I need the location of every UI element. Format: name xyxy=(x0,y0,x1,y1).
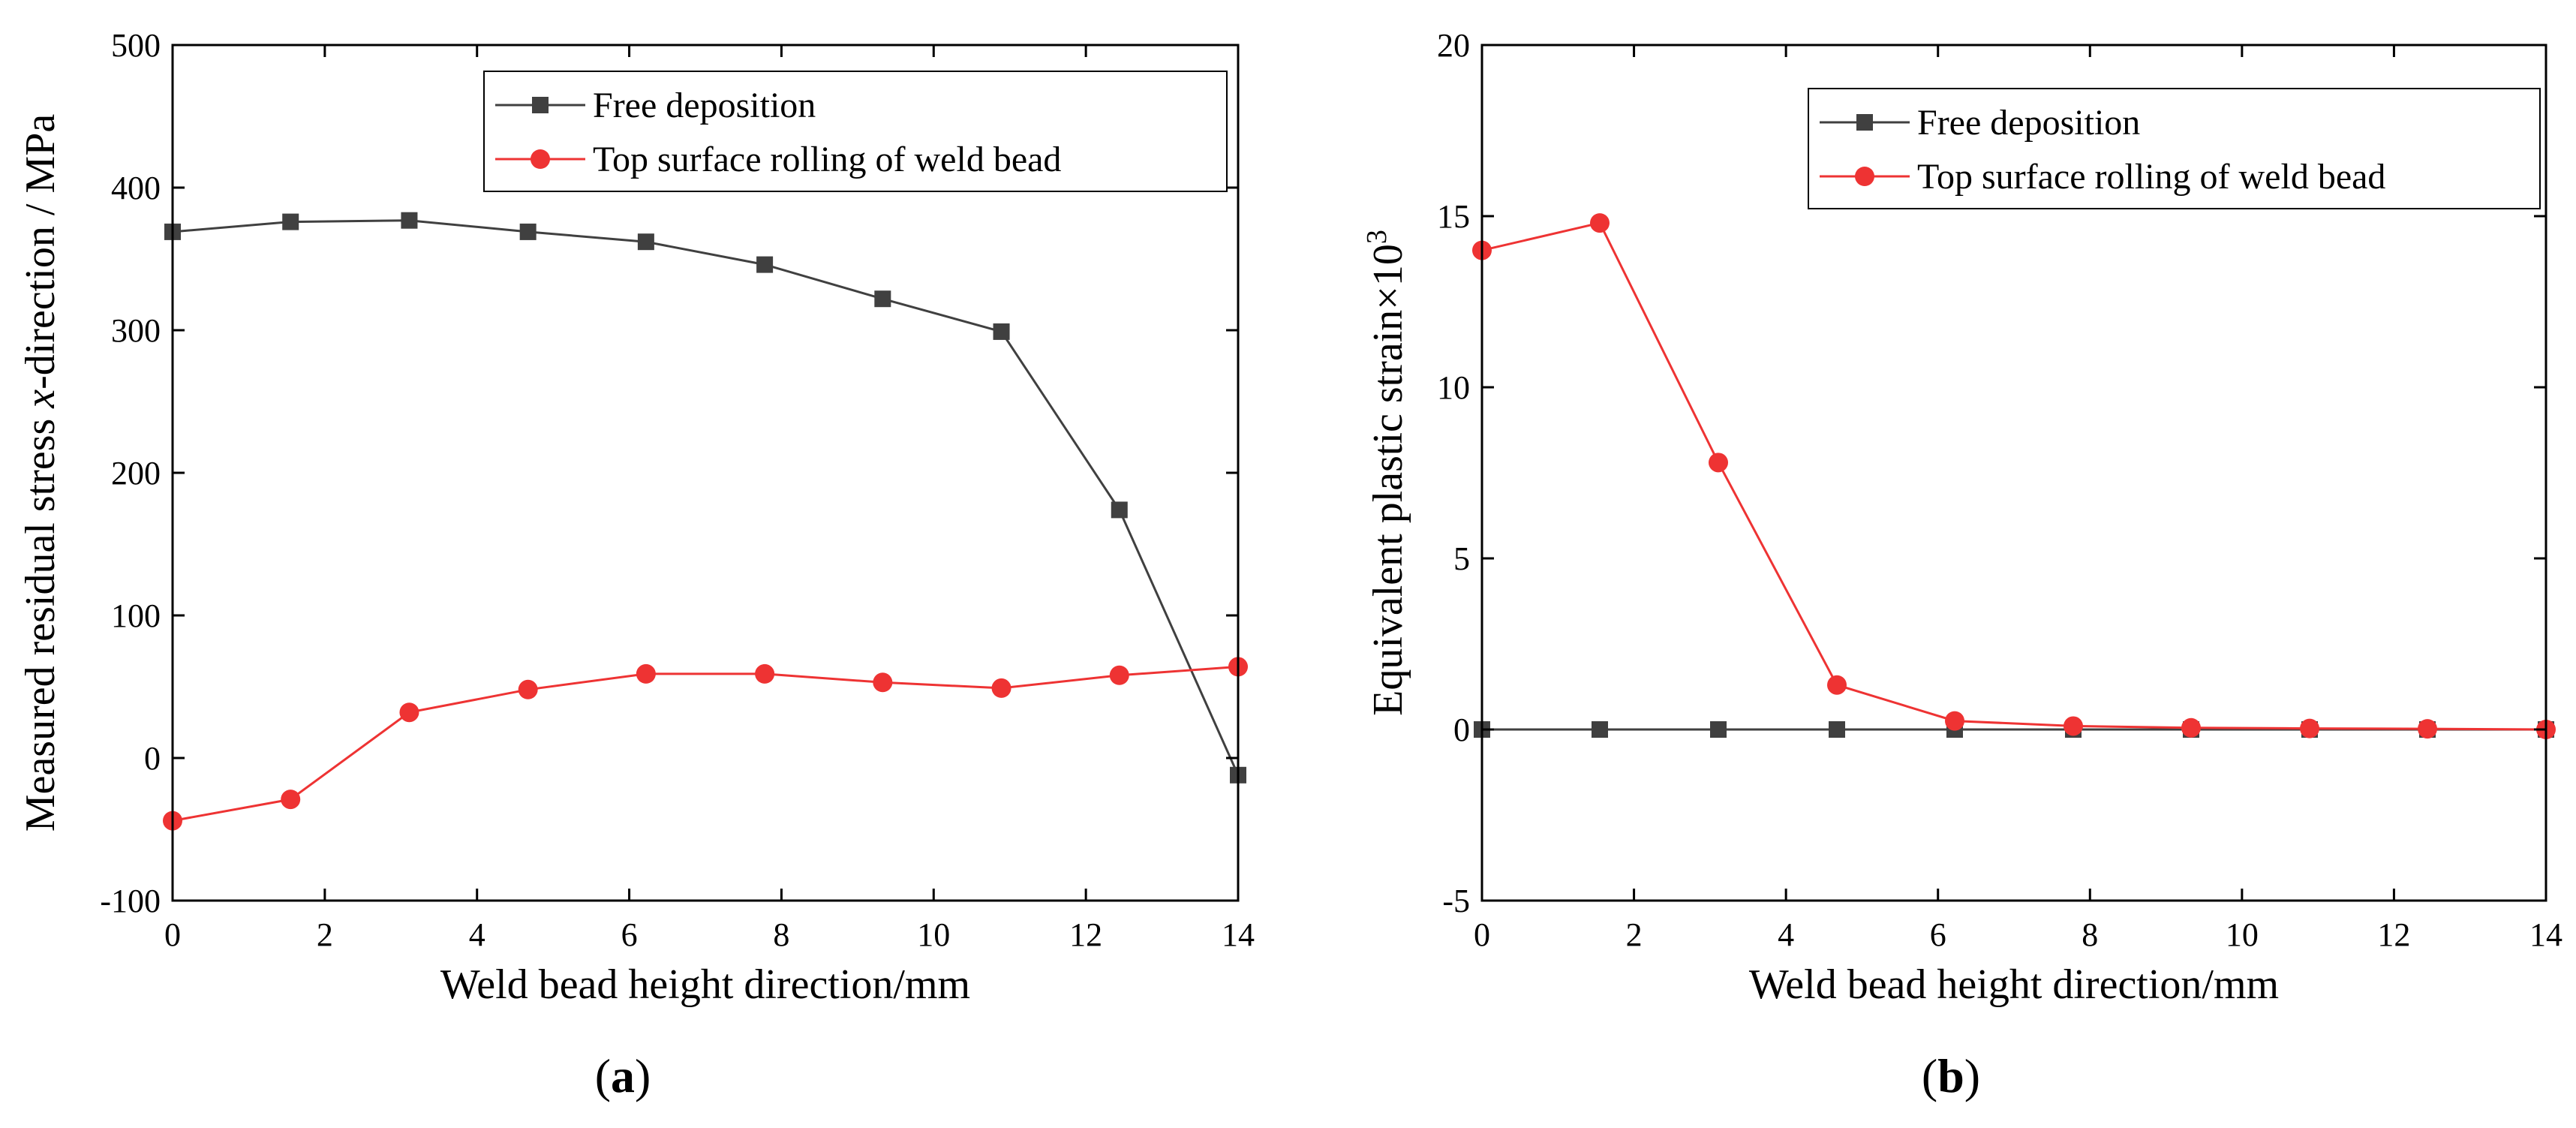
panel-label-open: ( xyxy=(1922,1049,1937,1102)
y-tick-label: 10 xyxy=(1437,369,1470,406)
data-point-rolling xyxy=(399,702,419,723)
y-tick-label: 15 xyxy=(1437,198,1470,235)
data-point-rolling xyxy=(2064,716,2084,736)
y-tick-label: 500 xyxy=(111,27,161,64)
data-point-free-deposition xyxy=(519,223,537,240)
y-axis-label: Equivalent plastic strain×103 xyxy=(1361,230,1411,716)
plot-frame xyxy=(1480,44,2547,902)
y-tick-label: 300 xyxy=(111,312,161,349)
panel-label-letter: b xyxy=(1937,1049,1964,1102)
y-tick-label: 0 xyxy=(1453,711,1470,748)
x-tick-label: 6 xyxy=(621,916,638,953)
data-point-rolling xyxy=(2181,717,2201,738)
data-point-rolling xyxy=(755,663,775,684)
x-tick-label: 2 xyxy=(1626,916,1643,953)
panel-label: (a) xyxy=(595,1049,651,1102)
data-point-free-deposition xyxy=(756,256,774,273)
y-axis-label-part: Equivalent plastic strain×10 xyxy=(1365,244,1411,716)
legend-label: Top surface rolling of weld bead xyxy=(593,140,1061,179)
x-tick-label: 10 xyxy=(917,916,950,953)
data-point-free-deposition xyxy=(282,213,299,230)
series-line-0 xyxy=(172,219,1240,776)
data-point-rolling xyxy=(873,672,893,693)
y-tick-label: 100 xyxy=(111,597,161,634)
data-point-free-deposition xyxy=(637,233,654,251)
y-axis-label-part: Measured residual stress xyxy=(17,408,64,832)
legend-marker-circle xyxy=(531,149,550,169)
x-axis-label: Weld bead height direction/mm xyxy=(1749,961,2279,1008)
x-tick-label: 4 xyxy=(1778,916,1794,953)
y-tick-label: 400 xyxy=(111,170,161,206)
data-point-rolling xyxy=(518,679,538,699)
x-tick-label: 4 xyxy=(469,916,485,953)
panel-label: (b) xyxy=(1922,1049,1980,1102)
y-axis-label-part: -direction / MPa xyxy=(17,114,64,390)
data-point-free-deposition xyxy=(993,323,1010,340)
data-point-rolling xyxy=(991,678,1011,698)
panel-label-close: ) xyxy=(1964,1049,1980,1102)
y-axis-label: Measured residual stress x-direction / M… xyxy=(17,114,64,832)
x-tick-label: 8 xyxy=(773,916,789,953)
data-point-rolling xyxy=(1708,453,1728,473)
x-tick-label: 14 xyxy=(1222,916,1255,953)
panel-label-close: ) xyxy=(635,1049,651,1102)
panel-label-letter: a xyxy=(611,1049,635,1102)
data-point-free-deposition xyxy=(1591,721,1608,738)
series-line-1 xyxy=(172,665,1239,823)
data-point-rolling xyxy=(1944,711,1964,731)
legend-marker-circle xyxy=(1855,167,1874,186)
data-point-free-deposition xyxy=(874,290,891,308)
data-point-rolling xyxy=(2417,719,2437,739)
y-tick-label: -100 xyxy=(100,883,161,919)
legend-box xyxy=(483,71,1228,192)
y-axis-label-part: 3 xyxy=(1361,230,1393,244)
data-point-free-deposition xyxy=(1829,721,1846,738)
x-tick-label: 12 xyxy=(2377,916,2410,953)
y-tick-label: 20 xyxy=(1437,27,1470,64)
x-tick-label: 8 xyxy=(2082,916,2098,953)
data-point-rolling xyxy=(2300,718,2320,738)
x-tick-label: 2 xyxy=(317,916,333,953)
legend-marker-square xyxy=(1856,114,1873,131)
data-point-free-deposition xyxy=(1709,721,1727,738)
legend-label: Free deposition xyxy=(1917,103,2140,143)
y-axis-label-part: x xyxy=(17,390,64,409)
data-point-free-deposition xyxy=(401,212,418,229)
y-tick-label: 0 xyxy=(144,740,161,777)
data-point-free-deposition xyxy=(1111,501,1128,519)
y-tick-label: 200 xyxy=(111,455,161,492)
y-tick-label: 5 xyxy=(1453,540,1470,577)
x-tick-label: 0 xyxy=(1474,916,1490,953)
panel-label-open: ( xyxy=(595,1049,611,1102)
x-tick-label: 14 xyxy=(2529,916,2562,953)
x-axis-label: Weld bead height direction/mm xyxy=(440,961,970,1008)
series-line-1 xyxy=(1481,221,2547,731)
x-tick-label: 12 xyxy=(1069,916,1102,953)
legend-box xyxy=(1808,88,2541,209)
legend-label: Top surface rolling of weld bead xyxy=(1917,157,2385,197)
data-point-rolling xyxy=(281,790,301,810)
x-tick-label: 6 xyxy=(1930,916,1946,953)
data-point-rolling xyxy=(636,663,656,684)
legend: Free deposition Top surface rolling of we… xyxy=(1808,88,2541,209)
legend-label: Free deposition xyxy=(593,86,816,125)
legend-marker-square xyxy=(532,97,549,113)
x-tick-label: 10 xyxy=(2226,916,2259,953)
x-tick-label: 0 xyxy=(164,916,181,953)
data-point-rolling xyxy=(1109,665,1129,685)
legend: Free deposition Top surface rolling of we… xyxy=(483,71,1228,192)
data-point-rolling xyxy=(1827,675,1847,695)
y-tick-label: -5 xyxy=(1442,883,1470,919)
data-point-rolling xyxy=(1589,213,1610,233)
